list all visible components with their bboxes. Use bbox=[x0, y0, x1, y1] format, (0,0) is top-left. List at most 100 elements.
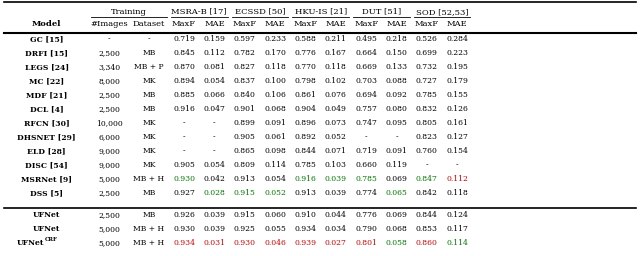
Text: 0.102: 0.102 bbox=[325, 77, 347, 85]
Text: 0.597: 0.597 bbox=[234, 35, 256, 43]
Text: 0.126: 0.126 bbox=[446, 105, 468, 113]
Text: GC [15]: GC [15] bbox=[30, 35, 63, 43]
Text: -: - bbox=[213, 133, 216, 141]
Text: 3,340: 3,340 bbox=[98, 63, 120, 71]
Text: 0.065: 0.065 bbox=[385, 189, 408, 197]
Text: 2,500: 2,500 bbox=[99, 91, 120, 99]
Text: 0.913: 0.913 bbox=[294, 189, 316, 197]
Text: 0.798: 0.798 bbox=[294, 77, 316, 85]
Text: 0.167: 0.167 bbox=[325, 49, 347, 57]
Text: 0.844: 0.844 bbox=[416, 211, 438, 219]
Text: 0.837: 0.837 bbox=[234, 77, 256, 85]
Text: 0.133: 0.133 bbox=[385, 63, 408, 71]
Text: -: - bbox=[183, 119, 186, 127]
Text: 0.103: 0.103 bbox=[325, 161, 347, 169]
Text: 0.055: 0.055 bbox=[264, 225, 286, 233]
Text: MK: MK bbox=[142, 133, 156, 141]
Text: -: - bbox=[183, 147, 186, 155]
Text: 0.905: 0.905 bbox=[234, 133, 256, 141]
Text: Training: Training bbox=[111, 8, 147, 16]
Text: 0.106: 0.106 bbox=[264, 91, 286, 99]
Text: 0.865: 0.865 bbox=[234, 147, 256, 155]
Text: 9,000: 9,000 bbox=[99, 161, 120, 169]
Text: MK: MK bbox=[142, 77, 156, 85]
Text: 5,000: 5,000 bbox=[99, 239, 120, 247]
Text: MaxF: MaxF bbox=[415, 20, 439, 28]
Text: 0.669: 0.669 bbox=[355, 63, 377, 71]
Text: 0.870: 0.870 bbox=[173, 63, 195, 71]
Text: 0.039: 0.039 bbox=[204, 225, 225, 233]
Text: 2,500: 2,500 bbox=[99, 49, 120, 57]
Text: -: - bbox=[456, 161, 458, 169]
Text: 5,000: 5,000 bbox=[99, 225, 120, 233]
Text: 0.760: 0.760 bbox=[416, 147, 438, 155]
Text: 0.770: 0.770 bbox=[294, 63, 316, 71]
Text: 0.119: 0.119 bbox=[385, 161, 408, 169]
Text: #Images: #Images bbox=[90, 20, 128, 28]
Text: MK: MK bbox=[142, 119, 156, 127]
Text: 0.660: 0.660 bbox=[355, 161, 377, 169]
Text: 0.052: 0.052 bbox=[264, 189, 286, 197]
Text: 0.927: 0.927 bbox=[173, 189, 195, 197]
Text: -: - bbox=[213, 119, 216, 127]
Text: 0.785: 0.785 bbox=[416, 91, 438, 99]
Text: 0.100: 0.100 bbox=[264, 77, 286, 85]
Text: 0.027: 0.027 bbox=[325, 239, 347, 247]
Text: 0.081: 0.081 bbox=[204, 63, 225, 71]
Text: 0.117: 0.117 bbox=[446, 225, 468, 233]
Text: 0.118: 0.118 bbox=[325, 63, 347, 71]
Text: 0.150: 0.150 bbox=[385, 49, 408, 57]
Text: 0.930: 0.930 bbox=[234, 239, 256, 247]
Text: MaxF: MaxF bbox=[172, 20, 196, 28]
Text: 0.049: 0.049 bbox=[325, 105, 347, 113]
Text: 0.054: 0.054 bbox=[264, 175, 286, 183]
Text: 0.039: 0.039 bbox=[325, 189, 347, 197]
Text: 0.860: 0.860 bbox=[416, 239, 438, 247]
Text: 0.039: 0.039 bbox=[325, 175, 347, 183]
Text: 0.159: 0.159 bbox=[204, 35, 225, 43]
Text: 0.719: 0.719 bbox=[355, 147, 377, 155]
Text: DRFI [15]: DRFI [15] bbox=[25, 49, 68, 57]
Text: 0.827: 0.827 bbox=[234, 63, 256, 71]
Text: 0.664: 0.664 bbox=[355, 49, 377, 57]
Text: 0.847: 0.847 bbox=[416, 175, 438, 183]
Text: 0.069: 0.069 bbox=[385, 211, 408, 219]
Text: MAE: MAE bbox=[204, 20, 225, 28]
Text: MSRA-B [17]: MSRA-B [17] bbox=[172, 8, 227, 16]
Text: 0.913: 0.913 bbox=[234, 175, 256, 183]
Text: 0.926: 0.926 bbox=[173, 211, 195, 219]
Text: MK: MK bbox=[142, 147, 156, 155]
Text: ECSSD [50]: ECSSD [50] bbox=[235, 8, 285, 16]
Text: 0.785: 0.785 bbox=[294, 161, 316, 169]
Text: 0.526: 0.526 bbox=[416, 35, 438, 43]
Text: 5,000: 5,000 bbox=[99, 175, 120, 183]
Text: MB: MB bbox=[142, 91, 156, 99]
Text: 0.154: 0.154 bbox=[446, 147, 468, 155]
Text: 0.155: 0.155 bbox=[446, 91, 468, 99]
Text: -: - bbox=[395, 133, 398, 141]
Text: 0.885: 0.885 bbox=[173, 91, 195, 99]
Text: 0.901: 0.901 bbox=[234, 105, 256, 113]
Text: 0.727: 0.727 bbox=[416, 77, 438, 85]
Text: SOD [52,53]: SOD [52,53] bbox=[415, 8, 468, 16]
Text: 0.091: 0.091 bbox=[385, 147, 408, 155]
Text: 8,000: 8,000 bbox=[99, 77, 120, 85]
Text: -: - bbox=[183, 133, 186, 141]
Text: 0.801: 0.801 bbox=[355, 239, 377, 247]
Text: 0.028: 0.028 bbox=[204, 189, 225, 197]
Text: 0.039: 0.039 bbox=[204, 211, 225, 219]
Text: DHSNET [29]: DHSNET [29] bbox=[17, 133, 76, 141]
Text: -: - bbox=[365, 133, 367, 141]
Text: MAE: MAE bbox=[265, 20, 285, 28]
Text: 0.161: 0.161 bbox=[446, 119, 468, 127]
Text: 0.899: 0.899 bbox=[234, 119, 256, 127]
Text: 0.915: 0.915 bbox=[234, 189, 256, 197]
Text: MaxF: MaxF bbox=[354, 20, 378, 28]
Text: 0.925: 0.925 bbox=[234, 225, 256, 233]
Text: LEGS [24]: LEGS [24] bbox=[24, 63, 68, 71]
Text: 0.939: 0.939 bbox=[294, 239, 316, 247]
Text: 0.588: 0.588 bbox=[294, 35, 316, 43]
Text: MDF [21]: MDF [21] bbox=[26, 91, 67, 99]
Text: MB + H: MB + H bbox=[134, 239, 164, 247]
Text: 0.124: 0.124 bbox=[446, 211, 468, 219]
